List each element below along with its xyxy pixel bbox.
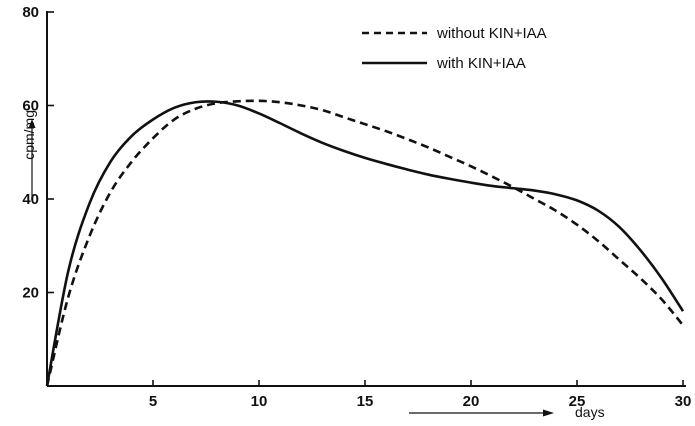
x-axis-label: days	[575, 404, 605, 420]
y-tick-label-60: 60	[22, 98, 39, 115]
legend: without KIN+IAA with KIN+IAA	[362, 25, 547, 72]
y-axis-label: cpm/mg	[21, 110, 37, 160]
series-line-with-kin-iaa	[45, 100, 685, 387]
series-line-without-kin-iaa	[45, 99, 685, 387]
x-axis-arrowhead	[543, 409, 554, 417]
x-tick-label-5: 5	[149, 393, 157, 410]
y-axis-label-group: cpm/mg	[21, 110, 37, 200]
y-tick-label-40: 40	[22, 191, 39, 208]
axes	[46, 11, 686, 387]
y-tick-label-20: 20	[22, 285, 39, 302]
legend-label-with: with KIN+IAA	[436, 55, 526, 72]
series-lines	[45, 99, 685, 387]
x-tick-label-15: 15	[357, 393, 374, 410]
x-tick-label-25: 25	[569, 393, 586, 410]
y-axis-arrowhead	[28, 119, 36, 128]
x-tick-label-10: 10	[251, 393, 268, 410]
x-tick-label-20: 20	[463, 393, 480, 410]
x-axis-label-group: days	[409, 404, 605, 420]
legend-label-without: without KIN+IAA	[436, 25, 547, 42]
x-tick-label-30: 30	[675, 393, 692, 410]
ticks: 5 10 15 20 25 30 20 40 60 80	[22, 4, 691, 410]
y-tick-label-80: 80	[22, 4, 39, 21]
